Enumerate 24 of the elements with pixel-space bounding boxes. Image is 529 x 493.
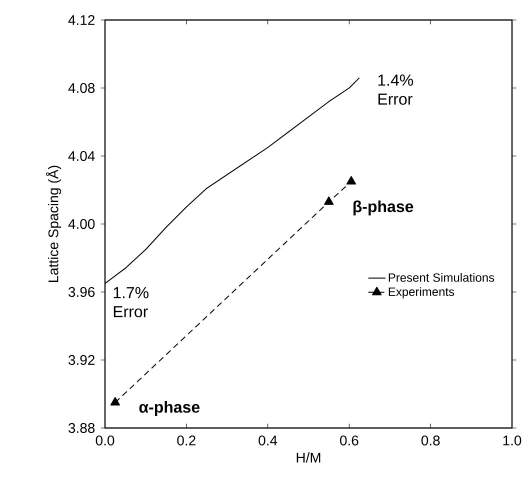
annotation: α-phase — [139, 401, 200, 416]
point — [346, 176, 356, 184]
x-tick-label: 0.0 — [96, 436, 114, 446]
x-axis-title: H/M — [296, 452, 320, 463]
y-tick-label: 4.04 — [68, 151, 95, 161]
x-tick-label: 0.6 — [340, 436, 358, 446]
y-tick-label: 4.08 — [68, 83, 95, 93]
x-tick-label: 0.4 — [258, 436, 278, 446]
y-tick-label: 3.96 — [68, 287, 95, 297]
y-axis-title: Lattice Spacing (Å) — [46, 166, 62, 282]
point — [324, 196, 334, 205]
y-tick-label: 3.88 — [68, 423, 95, 433]
annotation: 1.4% Error — [378, 74, 414, 105]
annotation: 1.7% Error — [114, 287, 149, 318]
point — [110, 397, 120, 406]
y-tick-label: 4.12 — [68, 15, 94, 25]
y-tick-label: 4.00 — [68, 219, 95, 229]
legend-label: Present Simulations — [388, 273, 494, 282]
annotation: β-phase — [354, 200, 414, 216]
x-tick-label: 0.8 — [421, 436, 440, 446]
y-tick-label: 3.92 — [68, 355, 94, 365]
legend-label: Experiments — [388, 287, 454, 298]
x-tick-label: 1.0 — [503, 436, 522, 446]
x-tick-label: 0.2 — [177, 436, 196, 446]
